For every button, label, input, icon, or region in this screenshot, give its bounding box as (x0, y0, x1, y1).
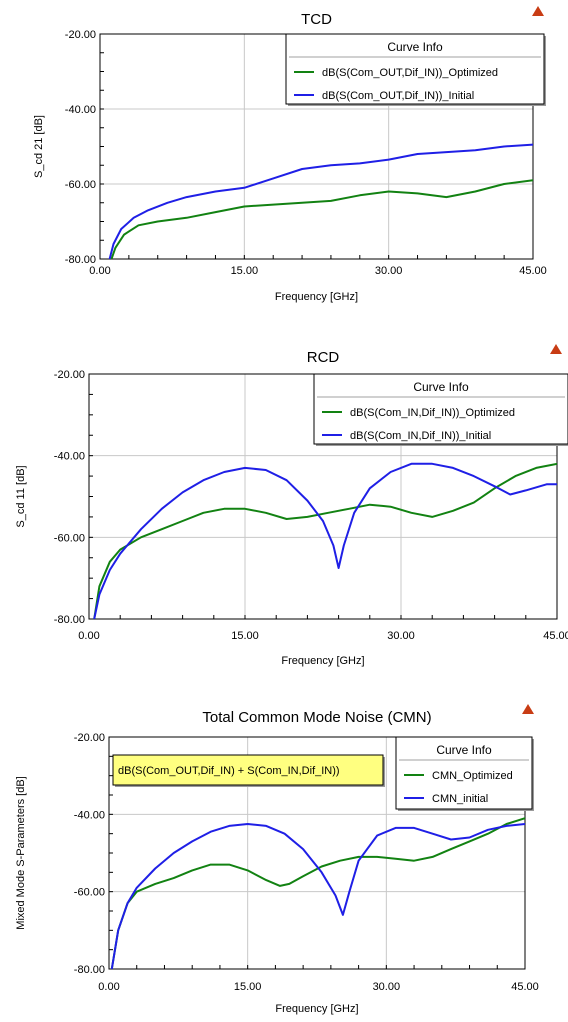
legend: Curve Info dB(S(Com_IN,Dif_IN))_Optimized… (313, 373, 568, 446)
legend-title: Curve Info (436, 743, 492, 757)
chart-panel-3: Total Common Mode Noise (CMN) 0.00 15.00 30… (15, 704, 539, 1015)
x-tick-label: 0.00 (78, 630, 99, 642)
series-line-initial (110, 823, 525, 969)
y-tick-label: -60.00 (54, 532, 85, 544)
y-tick-label: -80.00 (54, 614, 85, 626)
legend: Curve Info CMN_Optimized CMN_initial (395, 736, 534, 811)
y-tick-label: -80.00 (65, 254, 96, 266)
annotation-text: dB(S(Com_OUT,Dif_IN) + S(Com_IN,Dif_IN)) (118, 765, 340, 777)
x-tick-label: 0.00 (89, 265, 110, 277)
series-line-optimized (110, 179, 533, 259)
legend-entry: dB(S(Com_IN,Dif_IN))_Initial (350, 430, 491, 442)
y-axis-label: S_cd 21 [dB] (33, 115, 45, 178)
chart-title: RCD (307, 349, 340, 366)
legend-entry: CMN_initial (432, 793, 488, 805)
warning-marker-icon (550, 344, 562, 354)
annotation-box (112, 754, 384, 786)
x-tick-label: 30.00 (375, 265, 403, 277)
y-tick-label: -40.00 (54, 451, 85, 463)
chart-panel-1: TCD 0.00 15.00 30.00 45.00 -80.00 -60.00 -40.00… (33, 6, 547, 303)
legend-entry: dB(S(Com_IN,Dif_IN))_Optimized (350, 407, 515, 419)
y-tick-label: -40.00 (65, 104, 96, 116)
x-tick-label: 15.00 (234, 981, 262, 993)
y-tick-label: -20.00 (74, 732, 105, 744)
warning-marker-icon (532, 6, 544, 16)
series-line-initial (93, 462, 557, 619)
x-tick-label: 0.00 (98, 981, 119, 993)
y-tick-label: -60.00 (65, 179, 96, 191)
x-tick-label: 30.00 (387, 630, 415, 642)
x-tick-label: 30.00 (373, 981, 401, 993)
legend: Curve Info dB(S(Com_OUT,Dif_IN))_Optimize… (285, 33, 546, 106)
y-tick-label: -20.00 (54, 369, 85, 381)
warning-marker-icon (522, 704, 534, 714)
chart-panel-2: RCD 0.00 15.00 30.00 45.00 -80.00 -60.00 -40.00… (15, 344, 568, 667)
legend-entry: CMN_Optimized (432, 770, 513, 782)
plot-frame (108, 736, 526, 970)
x-tick-label: 15.00 (231, 265, 259, 277)
legend-title: Curve Info (387, 40, 443, 54)
series-line-initial (108, 143, 533, 259)
legend-title: Curve Info (413, 380, 469, 394)
legend-box (313, 373, 568, 445)
series-line-optimized (110, 817, 525, 969)
y-tick-label: -20.00 (65, 29, 96, 41)
x-tick-label: 45.00 (511, 981, 539, 993)
chart-title: TCD (301, 11, 332, 28)
y-axis-label: Mixed Mode S-Parameters [dB] (15, 776, 27, 929)
y-tick-label: -40.00 (74, 809, 105, 821)
y-tick-label: -80.00 (74, 964, 105, 976)
series-line-optimized (93, 462, 557, 619)
y-tick-label: -60.00 (74, 887, 105, 899)
legend-entry: dB(S(Com_OUT,Dif_IN))_Optimized (322, 67, 498, 79)
legend-entry: dB(S(Com_OUT,Dif_IN))_Initial (322, 90, 474, 102)
x-tick-label: 45.00 (519, 265, 547, 277)
y-axis-label: S_cd 11 [dB] (15, 465, 27, 527)
chart-title: Total Common Mode Noise (CMN) (202, 709, 431, 726)
x-axis-label: Frequency [GHz] (275, 1003, 358, 1015)
x-axis-label: Frequency [GHz] (275, 291, 358, 303)
x-tick-label: 15.00 (231, 630, 259, 642)
legend-box (285, 33, 545, 105)
x-axis-label: Frequency [GHz] (281, 655, 364, 667)
x-tick-label: 45.00 (543, 630, 568, 642)
